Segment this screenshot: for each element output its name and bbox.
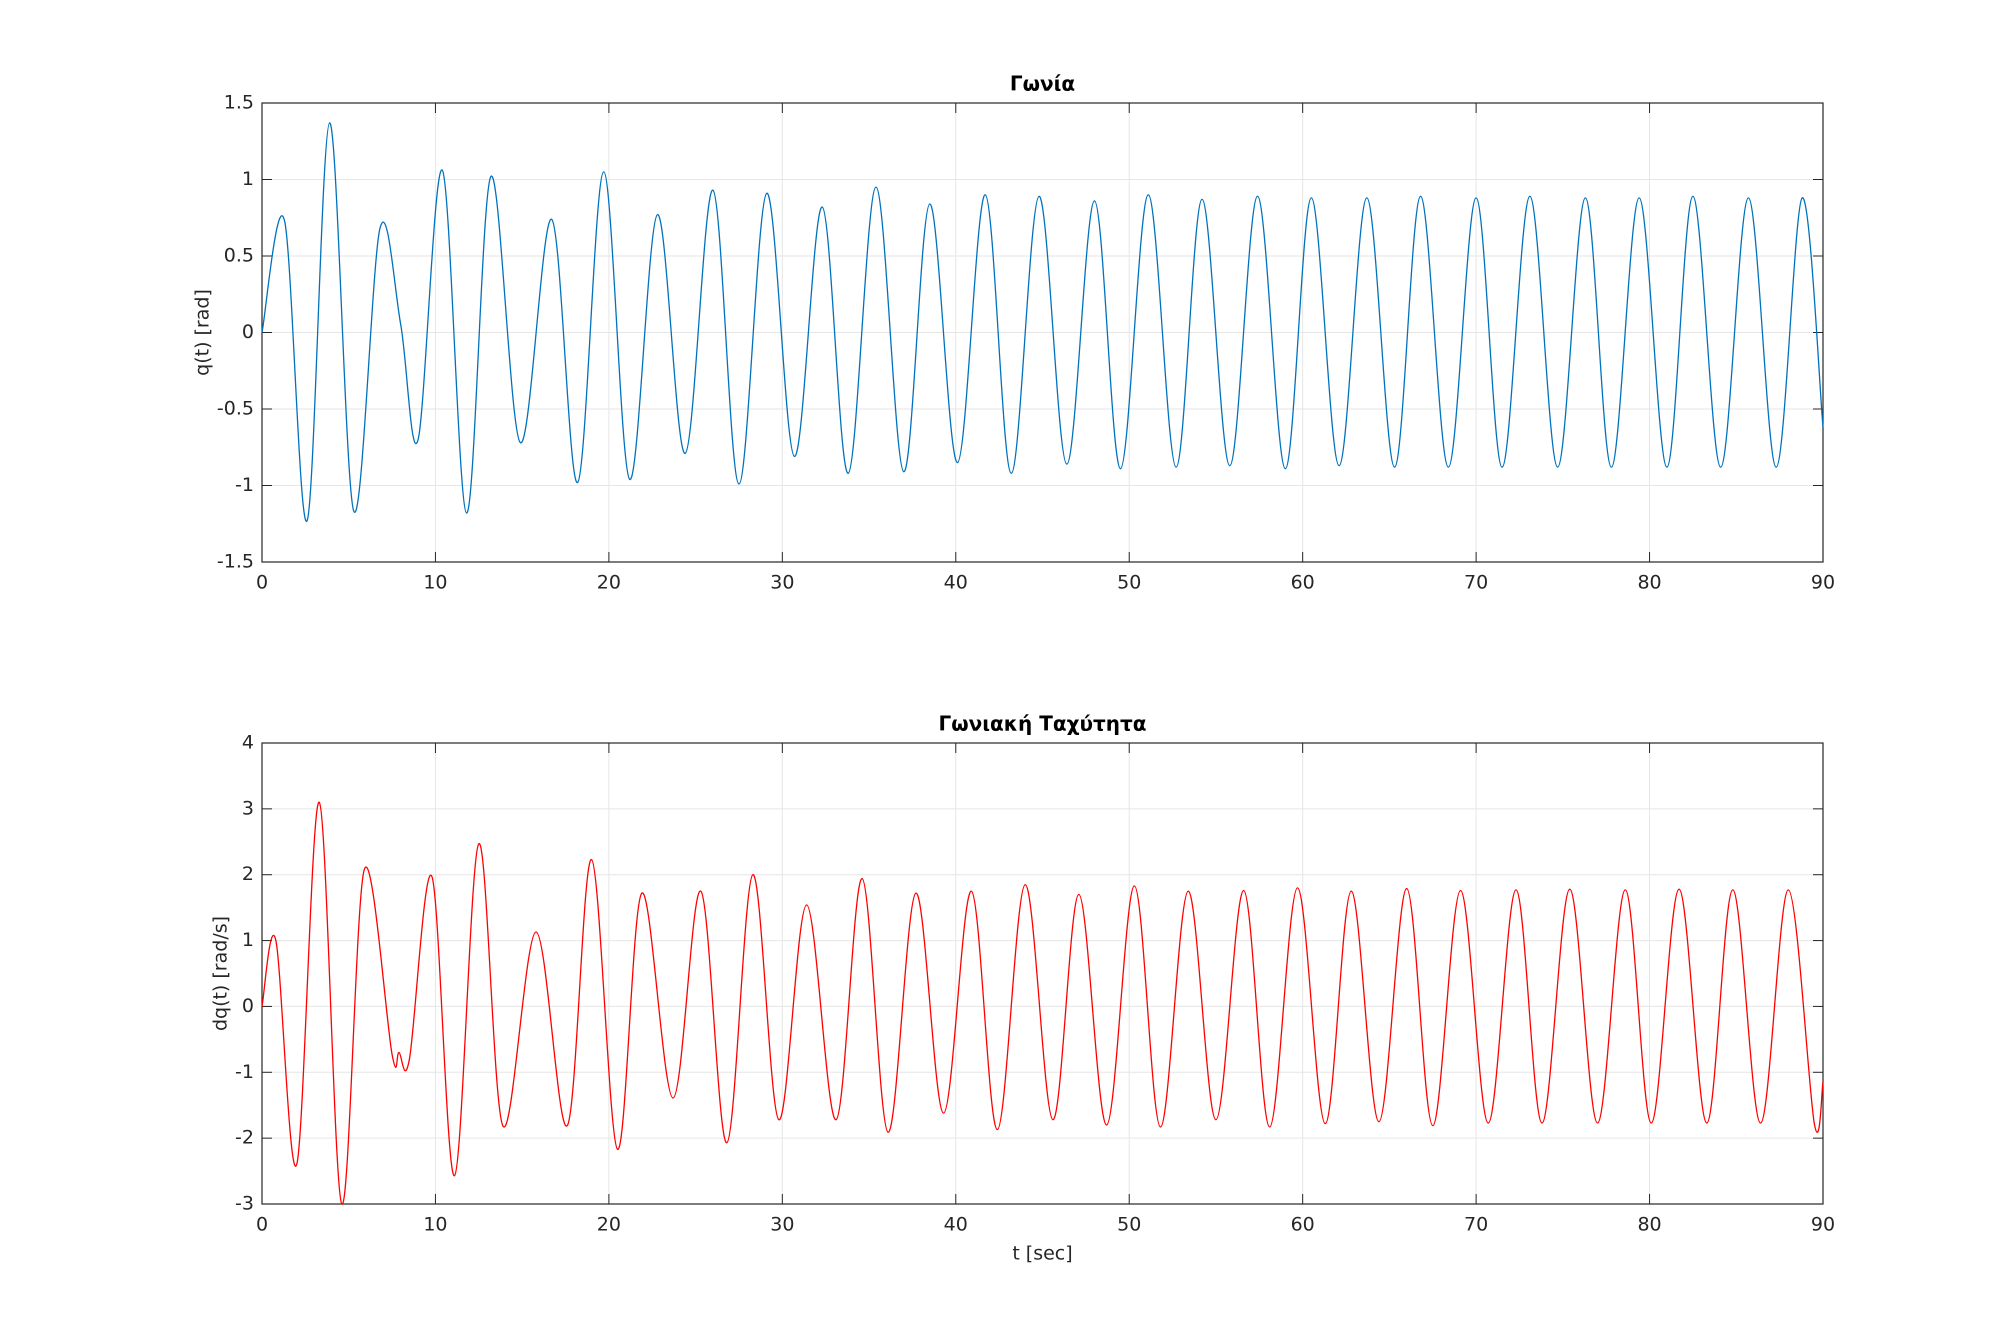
y-tick-label: 0	[242, 321, 254, 343]
x-tick-label: 20	[597, 1214, 621, 1236]
y-tick-label: 1.5	[224, 92, 254, 114]
y-tick-label: 4	[242, 732, 254, 754]
x-tick-label: 0	[256, 572, 268, 594]
x-tick-label: 40	[944, 1214, 968, 1236]
x-tick-label: 10	[423, 1214, 447, 1236]
y-tick-label: -0.5	[217, 398, 254, 420]
y-tick-label: 3	[242, 797, 254, 819]
y-tick-label: -3	[235, 1193, 254, 1215]
y-tick-label: 2	[242, 863, 254, 885]
x-tick-label: 30	[770, 1214, 794, 1236]
x-tick-label: 10	[423, 572, 447, 594]
x-axis-label: t [sec]	[1012, 1243, 1072, 1265]
y-tick-label: -1.5	[217, 551, 254, 573]
x-tick-label: 40	[944, 572, 968, 594]
y-axis-label: q(t) [rad]	[191, 289, 213, 376]
chart-title: Γωνία	[1010, 72, 1075, 96]
x-tick-label: 30	[770, 572, 794, 594]
x-tick-label: 60	[1291, 572, 1315, 594]
data-line	[261, 801, 1824, 1205]
x-tick-label: 90	[1811, 572, 1835, 594]
x-tick-label: 80	[1637, 1214, 1661, 1236]
data-line	[261, 122, 1824, 522]
y-tick-label: -2	[235, 1127, 254, 1149]
y-tick-label: 1	[242, 929, 254, 951]
y-tick-label: -1	[235, 474, 254, 496]
x-tick-label: 60	[1291, 1214, 1315, 1236]
x-tick-label: 70	[1464, 1214, 1488, 1236]
axes-box	[261, 742, 1824, 1205]
y-tick-label: 0.5	[224, 245, 254, 267]
y-tick-label: 1	[242, 168, 254, 190]
y-tick-label: -1	[235, 1061, 254, 1083]
y-tick-label: 0	[242, 995, 254, 1017]
x-tick-label: 50	[1117, 1214, 1141, 1236]
x-tick-label: 90	[1811, 1214, 1835, 1236]
x-tick-label: 20	[597, 572, 621, 594]
x-tick-label: 0	[256, 1214, 268, 1236]
x-tick-label: 80	[1637, 572, 1661, 594]
chart-title: Γωνιακή Ταχύτητα	[939, 712, 1147, 736]
x-tick-label: 50	[1117, 572, 1141, 594]
x-tick-label: 70	[1464, 572, 1488, 594]
y-axis-label: dq(t) [rad/s]	[210, 916, 232, 1031]
